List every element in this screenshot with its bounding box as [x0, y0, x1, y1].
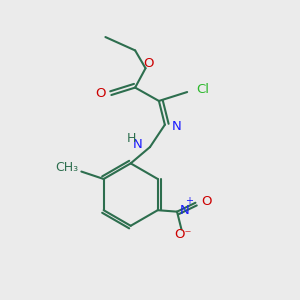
- Text: O: O: [143, 57, 154, 70]
- Text: CH₃: CH₃: [55, 160, 78, 174]
- Text: O: O: [201, 195, 212, 208]
- Text: H: H: [127, 132, 136, 145]
- Text: N: N: [133, 138, 142, 151]
- Text: O: O: [95, 87, 105, 100]
- Text: Cl: Cl: [196, 82, 209, 96]
- Text: N: N: [171, 120, 181, 133]
- Text: N: N: [179, 204, 189, 217]
- Text: O⁻: O⁻: [174, 228, 192, 242]
- Text: +: +: [185, 196, 194, 206]
